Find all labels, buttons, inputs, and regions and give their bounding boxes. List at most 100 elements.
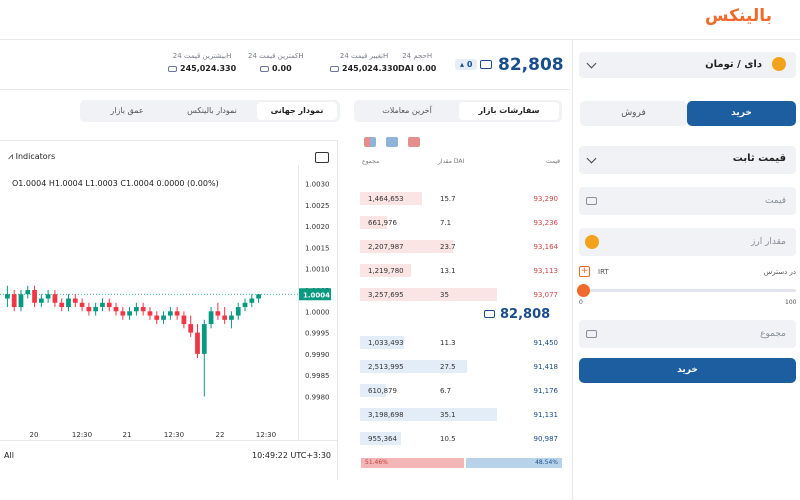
orderbook-row[interactable]: 955,364 10.5 90,987 — [360, 432, 562, 445]
price-input[interactable]: قیمت — [579, 187, 796, 215]
stat-volume-label: حجم 24H — [402, 52, 433, 60]
row-total: 2,513,995 — [368, 363, 404, 371]
row-amount: 11.3 — [440, 339, 456, 347]
trade-panel — [572, 40, 800, 500]
candle-body — [229, 315, 234, 320]
change-badge-value: 0 — [466, 60, 473, 69]
ohlc-legend: O1.0004 H1.0004 L1.0003 C1.0004 0.0000 (… — [12, 179, 219, 188]
orderbook-row[interactable]: 1,219,780 13.1 93,113 — [360, 264, 562, 277]
pair-label: دای / تومان — [705, 59, 762, 70]
depth-bar — [360, 240, 454, 253]
top-bar — [0, 0, 800, 40]
row-price: 93,236 — [533, 219, 559, 227]
last-price-tag — [299, 288, 331, 301]
dai-coin-icon — [772, 57, 786, 71]
x-tick-label: 20 — [30, 431, 39, 439]
orderbook-row[interactable]: 610,879 6.7 91,176 — [360, 384, 562, 397]
tab-market-depth[interactable]: عمق بازار — [110, 106, 144, 115]
slider-handle[interactable] — [577, 284, 590, 297]
camera-icon[interactable] — [315, 152, 329, 163]
stat-high: بیشترین قیمت 24H 245,024.330 — [168, 52, 236, 73]
orderbook-row[interactable]: 661,976 7.1 93,236 — [360, 216, 562, 229]
stat-change-value: 245,024.330 — [330, 64, 398, 73]
candle-body — [86, 307, 92, 312]
candle-body — [32, 290, 37, 303]
toman-icon — [330, 65, 339, 72]
row-amount: 15.7 — [440, 195, 456, 203]
depth-bar — [360, 192, 422, 205]
toman-icon — [480, 60, 492, 69]
orderbook-row[interactable]: 1,464,653 15.7 93,290 — [360, 192, 562, 205]
row-price: 91,450 — [533, 339, 559, 347]
view-bids-icon[interactable] — [386, 137, 398, 147]
submit-buy-button[interactable]: خرید — [579, 358, 796, 383]
chart-clock: 10:49:22 UTC+3:30 — [252, 451, 331, 460]
tab-buy[interactable]: خرید — [687, 101, 796, 126]
y-tick-label: 1.0030 — [305, 181, 330, 189]
total-input[interactable]: مجموع — [579, 320, 796, 348]
amount-input[interactable]: مقدار ارز — [579, 228, 796, 256]
col-header-amount: مقدار DAI — [438, 158, 465, 165]
depth-bar — [360, 408, 497, 421]
range-all-button[interactable]: All — [4, 451, 14, 460]
row-total: 661,976 — [368, 219, 397, 227]
candlestick-chart[interactable]: 1.00301.00251.00201.00151.00101.00051.00… — [0, 165, 338, 445]
x-tick-label: 12:30 — [256, 431, 276, 439]
stat-change-number: 245,024.330 — [342, 64, 399, 73]
stat-high-label: بیشترین قیمت 24H — [172, 52, 232, 60]
tab-sell[interactable]: فروش — [580, 101, 687, 126]
orderbook-row[interactable]: 2,207,987 23.7 93,164 — [360, 240, 562, 253]
price-placeholder: قیمت — [764, 196, 786, 206]
x-tick-label: 22 — [216, 431, 225, 439]
brand-logo[interactable]: بالینکس — [705, 6, 772, 26]
sell-ratio: 51.46% — [361, 458, 464, 468]
candle-body — [113, 307, 119, 312]
row-total: 955,364 — [368, 435, 397, 443]
row-price: 93,113 — [533, 267, 559, 275]
balance-row: + IRT در دسترس — [579, 266, 796, 278]
row-total: 1,033,493 — [368, 339, 404, 347]
row-total: 3,198,698 — [368, 411, 404, 419]
row-amount: 27.5 — [440, 363, 456, 371]
x-tick-label: 21 — [123, 431, 132, 439]
amount-slider[interactable] — [584, 289, 796, 292]
candle-body — [25, 290, 31, 295]
candle-body — [66, 298, 71, 308]
orderbook-row[interactable]: 2,513,995 27.5 91,418 — [360, 360, 562, 373]
row-price: 91,176 — [533, 387, 559, 395]
orderbook-row[interactable]: 3,257,695 35 93,077 — [360, 288, 562, 301]
depth-bar — [360, 360, 467, 373]
pair-selector[interactable]: دای / تومان — [579, 52, 796, 78]
buy-ratio: 48.54% — [466, 458, 562, 468]
candle-body — [222, 315, 228, 320]
candle-body — [106, 302, 112, 308]
add-funds-icon[interactable]: + — [579, 266, 590, 277]
balance-label: در دسترس — [763, 268, 796, 276]
indicators-icon: ⩘ — [8, 152, 14, 162]
toman-icon — [168, 65, 177, 72]
x-tick-label: 12:30 — [164, 431, 184, 439]
row-price: 90,987 — [533, 435, 559, 443]
tab-latest-trades[interactable]: آخرین معاملات — [382, 106, 432, 115]
view-both-icon[interactable] — [364, 137, 376, 147]
candle-body — [249, 298, 255, 303]
tab-global-chart[interactable]: نمودار جهانی — [257, 102, 337, 120]
candle-body — [93, 307, 99, 312]
y-tick-label: 1.0015 — [305, 244, 330, 252]
stat-low: کمترین قیمت 24H 0.00 — [248, 52, 304, 73]
stat-change: تغییر قیمت 24H 245,024.330 — [330, 52, 398, 73]
total-placeholder: مجموع — [760, 329, 786, 339]
orderbook-tabs: سفارشات بازار آخرین معاملات — [354, 100, 562, 122]
orderbook-row[interactable]: 3,198,698 35.1 91,131 — [360, 408, 562, 421]
order-type-select[interactable]: قیمت ثابت — [579, 146, 796, 174]
candle-body — [256, 294, 261, 299]
balance-currency: IRT — [598, 268, 609, 276]
candle-body — [181, 315, 187, 325]
tab-balinex-chart[interactable]: نمودار بالینکس — [187, 106, 237, 115]
view-asks-icon[interactable] — [408, 137, 420, 147]
toman-icon — [586, 197, 597, 205]
orderbook-row[interactable]: 1,033,493 11.3 91,450 — [360, 336, 562, 349]
candle-body — [201, 324, 207, 354]
tab-market-orders[interactable]: سفارشات بازار — [459, 102, 559, 120]
indicators-button[interactable]: ⩘ Indicators — [8, 152, 55, 162]
